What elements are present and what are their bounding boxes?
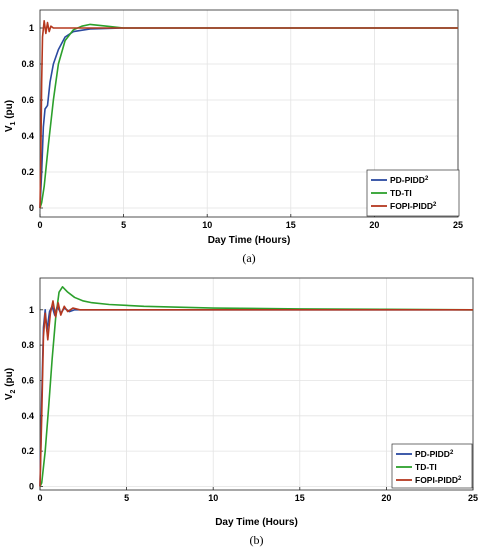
y-tick-label: 0 [29, 481, 34, 491]
y-axis-label-subscript: 1 [10, 121, 17, 125]
legend-entry-name: TD-TI [390, 188, 412, 198]
x-tick-label: 20 [381, 493, 391, 503]
legend-entry-name: TD-TI [415, 462, 437, 472]
x-tick-label: 10 [202, 220, 212, 230]
x-tick-label: 15 [286, 220, 296, 230]
y-tick-label: 0.2 [21, 446, 34, 456]
series-line [39, 20, 458, 209]
series-line [39, 286, 474, 487]
x-axis-label: Day Time (Hours) [208, 235, 291, 246]
legend-entry: TD-TI [415, 462, 437, 472]
x-tick-label: 5 [124, 493, 129, 503]
x-tick-label: 5 [121, 220, 126, 230]
y-tick-label: 1 [29, 305, 34, 315]
chart-panel-a: 0 5 10 15 20 25 0 0.2 0.4 0.6 0.8 1 Day Time (Hours)… [4, 9, 463, 265]
y-axis-label-main: V [4, 125, 15, 132]
y-axis-label-subscript: 2 [10, 389, 17, 393]
chart-panel-b: 0 5 10 15 20 25 0 0.2 0.4 0.6 0.8 1 Day Time (Hours)… [4, 277, 478, 547]
x-tick-label: 15 [295, 493, 305, 503]
y-tick-label: 0 [29, 203, 34, 213]
x-tick-label: 0 [37, 493, 42, 503]
legend-entry-superscript: 2 [425, 176, 429, 182]
legend-entry: FOPI-PIDD2 [390, 201, 437, 211]
y-axis-label: V1 (pu) [4, 100, 17, 132]
y-tick-label: 0.8 [21, 59, 34, 69]
legend-entry-name: PD-PIDD [390, 175, 425, 185]
y-tick-label: 0.6 [21, 95, 34, 105]
legend-entry: TD-TI [390, 188, 412, 198]
x-tick-label: 0 [37, 220, 42, 230]
legend-entry-name: FOPI-PIDD [390, 201, 433, 211]
y-axis-label-unit: (pu) [4, 368, 15, 390]
x-tick-label: 25 [453, 220, 463, 230]
x-tick-label: 25 [468, 493, 478, 503]
panel-label: (a) [242, 251, 255, 265]
plot-frame [39, 9, 459, 218]
legend-entry-superscript: 2 [450, 450, 454, 456]
panel-label: (b) [250, 533, 264, 547]
y-axis-label: V2 (pu) [4, 368, 17, 400]
y-tick-label: 0.4 [21, 131, 34, 141]
x-axis-label: Day Time (Hours) [215, 517, 298, 528]
legend-entry-superscript: 2 [433, 202, 437, 208]
legend-entry: FOPI-PIDD2 [415, 475, 462, 485]
x-tick-label: 20 [369, 220, 379, 230]
legend-entry: PD-PIDD2 [390, 175, 429, 185]
series-line [39, 300, 473, 487]
legend-entry-name: PD-PIDD [415, 449, 450, 459]
legend-entry-superscript: 2 [458, 476, 462, 482]
y-tick-label: 0.2 [21, 167, 34, 177]
plot-frame [39, 277, 474, 491]
x-tick-label: 10 [208, 493, 218, 503]
y-tick-label: 1 [29, 23, 34, 33]
y-tick-label: 0.8 [21, 340, 34, 350]
y-tick-label: 0.6 [21, 375, 34, 385]
y-tick-label: 0.4 [21, 411, 34, 421]
y-axis-label-unit: (pu) [4, 100, 15, 122]
y-axis-label-main: V [4, 393, 15, 400]
legend-entry-name: FOPI-PIDD [415, 475, 458, 485]
legend-entry: PD-PIDD2 [415, 449, 454, 459]
